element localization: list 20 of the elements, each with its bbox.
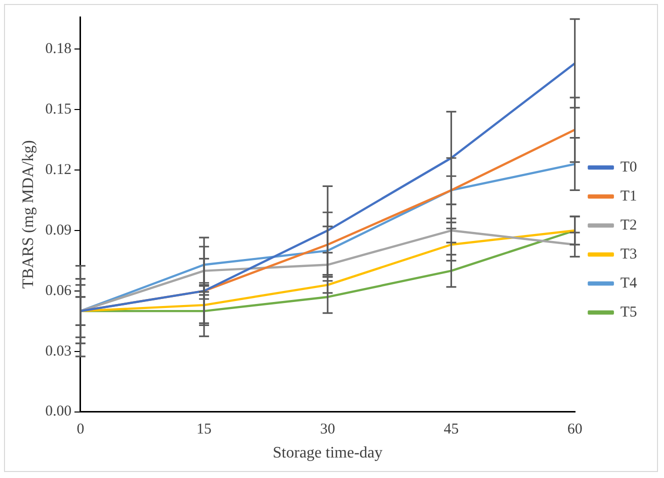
legend-label: T2 bbox=[620, 217, 638, 234]
y-tick-label: 0.12 bbox=[45, 162, 72, 178]
y-tick-label: 0.00 bbox=[45, 404, 72, 420]
legend-label: T5 bbox=[620, 304, 638, 320]
x-tick-label: 60 bbox=[567, 422, 582, 438]
y-axis-title: TBARS (mg MDA/kg) bbox=[20, 140, 37, 289]
legend-label: T3 bbox=[620, 246, 638, 262]
x-tick-label: 15 bbox=[196, 422, 212, 438]
y-tick-label: 0.03 bbox=[45, 343, 72, 360]
legend-label: T1 bbox=[620, 188, 638, 204]
legend-label: T4 bbox=[620, 275, 638, 292]
x-tick-label: 45 bbox=[444, 422, 459, 438]
y-tick-label: 0.06 bbox=[45, 282, 72, 299]
legend-label: T0 bbox=[620, 159, 638, 176]
x-tick-label: 0 bbox=[76, 422, 84, 438]
x-tick-label: 30 bbox=[320, 422, 336, 438]
y-tick-label: 0.18 bbox=[45, 41, 72, 58]
y-tick-label: 0.15 bbox=[45, 102, 72, 118]
y-tick-label: 0.09 bbox=[45, 222, 72, 238]
x-axis-title: Storage time-day bbox=[272, 444, 383, 462]
